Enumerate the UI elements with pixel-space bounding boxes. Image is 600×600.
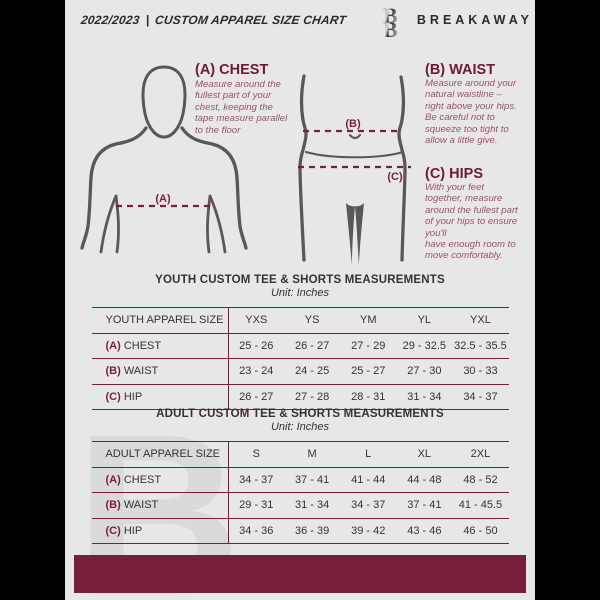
svg-text:(C): (C)	[387, 171, 403, 183]
svg-text:(B): (B)	[345, 118, 361, 130]
